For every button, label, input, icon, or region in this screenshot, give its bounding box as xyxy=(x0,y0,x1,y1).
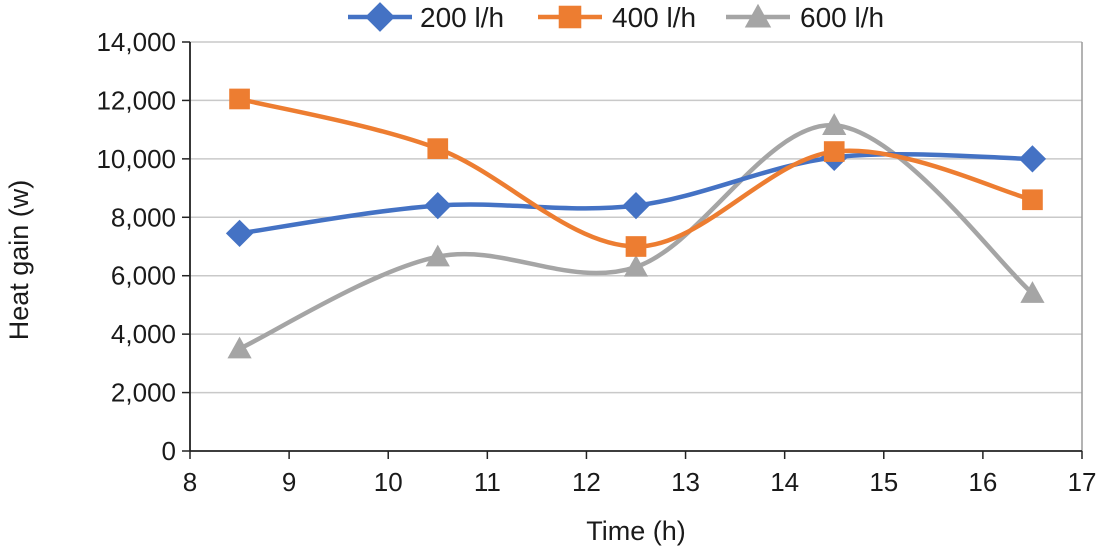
data-point xyxy=(424,191,452,220)
y-tick-labels: 0 2,000 4,000 6,000 8,000 10,000 12,000 14,000 xyxy=(96,27,176,466)
data-point xyxy=(1018,145,1047,173)
x-axis-title: Time (h) xyxy=(586,516,686,546)
data-point xyxy=(823,141,845,162)
data-point xyxy=(427,138,449,159)
y-tick-label: 14,000 xyxy=(96,27,176,57)
legend: 200 l/h 400 l/h 600 l/h xyxy=(348,2,884,33)
legend-swatch-marker xyxy=(365,2,395,32)
y-tick-label: 0 xyxy=(162,436,176,466)
x-tick-label: 17 xyxy=(1068,467,1097,497)
legend-swatch-marker xyxy=(558,5,582,29)
series-layer xyxy=(225,88,1047,359)
series-400-l-h xyxy=(229,88,1043,257)
data-point xyxy=(1022,189,1043,211)
gridlines xyxy=(190,41,1082,394)
data-point xyxy=(625,236,647,257)
series-600-l-h xyxy=(227,113,1045,359)
x-tick-label: 8 xyxy=(183,467,197,497)
y-tick-label: 2,000 xyxy=(111,378,176,408)
x-tick-label: 11 xyxy=(474,467,501,497)
y-tick-label: 4,000 xyxy=(111,319,176,349)
y-axis-title: Heat gain (w) xyxy=(4,180,34,341)
y-tick-label: 10,000 xyxy=(96,144,176,174)
series-line xyxy=(237,96,1035,249)
legend-label: 600 l/h xyxy=(800,2,884,33)
x-tick-label: 12 xyxy=(572,467,601,497)
data-point xyxy=(225,219,254,247)
x-tick-labels: 8 9 10 11 12 13 14 15 16 17 xyxy=(183,467,1097,497)
legend-swatch-marker xyxy=(744,3,772,28)
series-line xyxy=(237,123,1035,351)
legend-item: 200 l/h xyxy=(348,2,504,33)
legend-item: 400 l/h xyxy=(538,2,696,33)
data-point xyxy=(227,336,252,359)
x-tick-label: 14 xyxy=(770,467,799,497)
x-tick-label: 9 xyxy=(282,467,296,497)
axes xyxy=(182,41,1083,459)
data-point xyxy=(822,113,847,135)
legend-label: 400 l/h xyxy=(612,2,696,33)
data-point xyxy=(622,191,650,220)
y-tick-label: 6,000 xyxy=(111,261,176,291)
x-tick-label: 16 xyxy=(968,467,997,497)
y-tick-label: 12,000 xyxy=(96,85,176,115)
data-point xyxy=(1020,281,1045,303)
legend-item: 600 l/h xyxy=(726,2,884,33)
data-point xyxy=(623,254,649,277)
data-point xyxy=(425,244,450,267)
legend-label: 200 l/h xyxy=(420,2,504,33)
x-tick-label: 15 xyxy=(869,467,898,497)
y-tick-label: 8,000 xyxy=(111,202,176,232)
x-tick-label: 13 xyxy=(671,467,700,497)
x-tick-label: 10 xyxy=(374,467,403,497)
data-point xyxy=(229,88,250,110)
